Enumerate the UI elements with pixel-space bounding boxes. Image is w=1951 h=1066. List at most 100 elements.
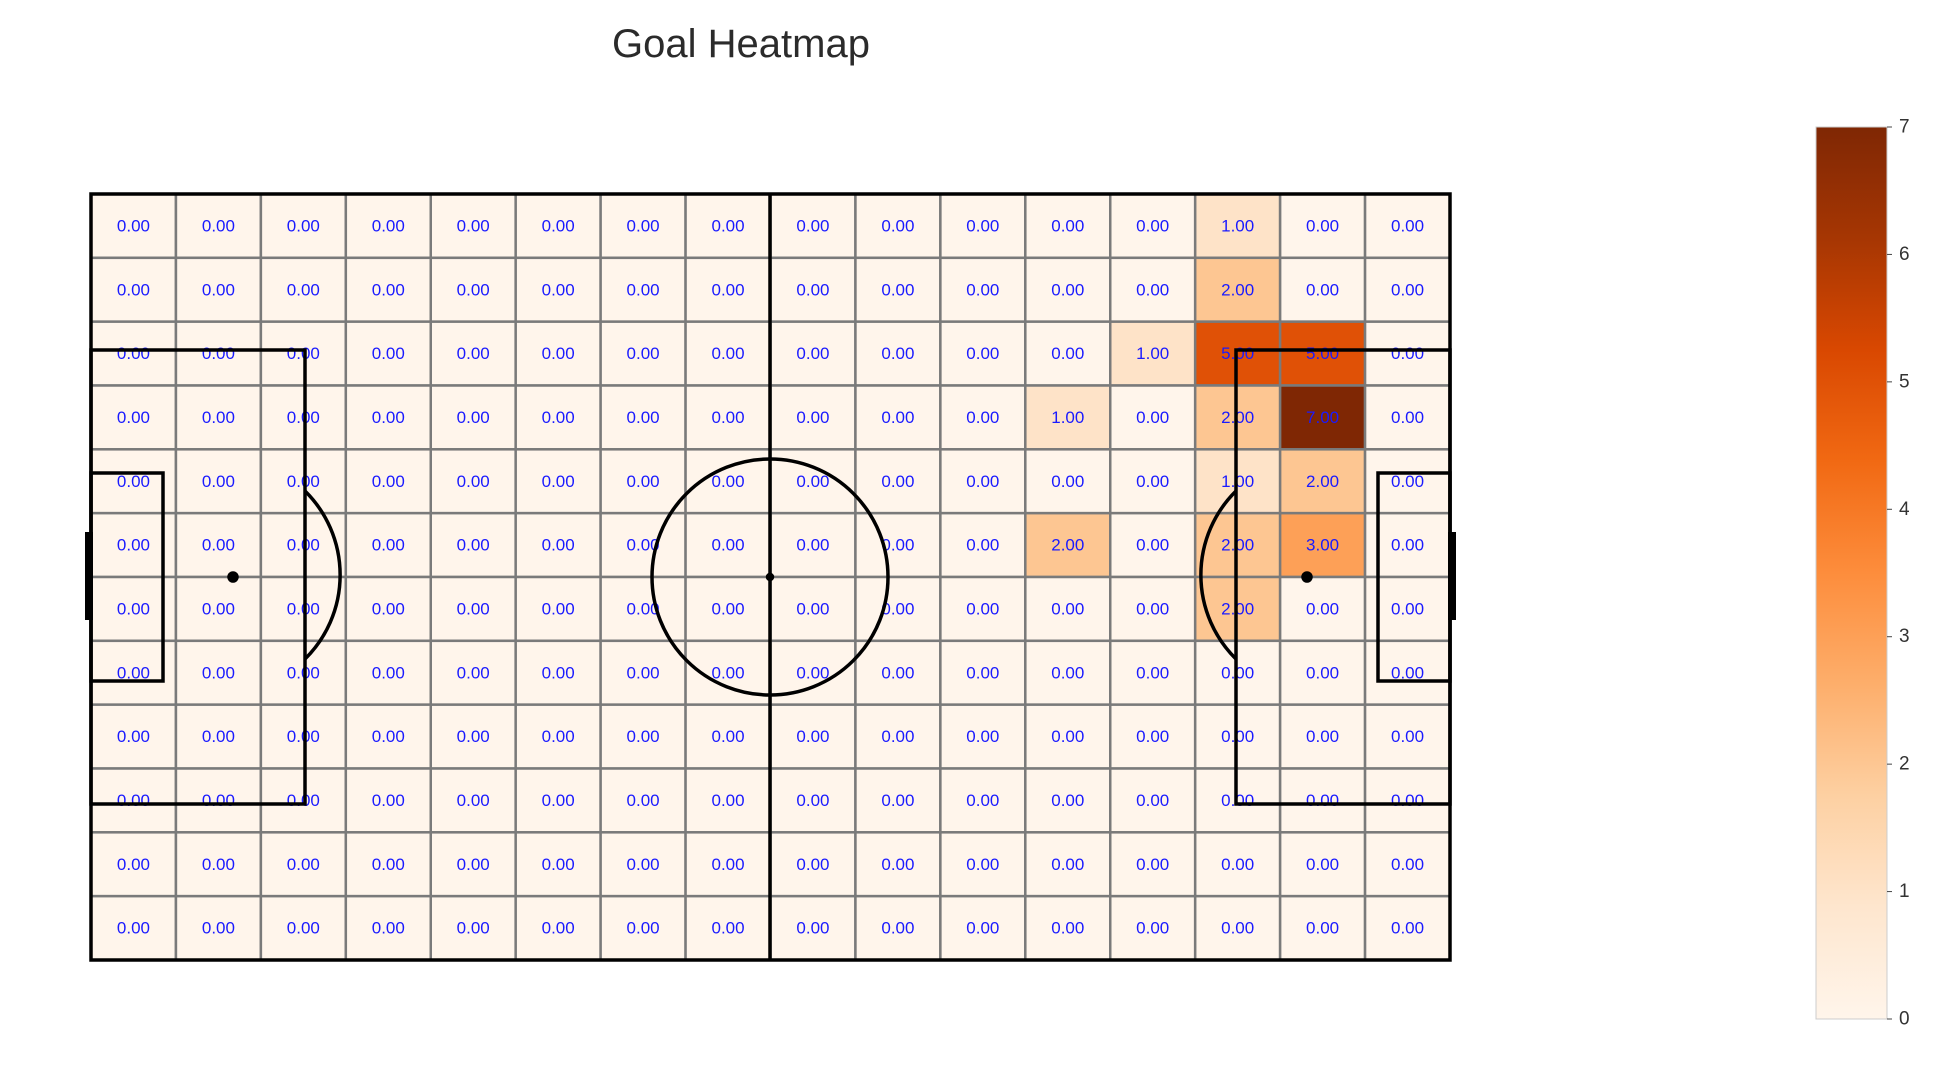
cell-value-label: 0.00 bbox=[966, 727, 999, 746]
heatmap-cell bbox=[1363, 192, 1452, 260]
heatmap-cell bbox=[1278, 831, 1367, 898]
cell-value-label: 0.00 bbox=[372, 216, 405, 235]
heatmap-cell bbox=[769, 894, 857, 962]
cell-value-label: 0.00 bbox=[457, 216, 490, 235]
cell-value-label: 0.00 bbox=[966, 791, 999, 810]
heatmap-cell bbox=[599, 320, 687, 387]
heatmap-cell bbox=[344, 575, 432, 643]
cell-value-label: 0.00 bbox=[1136, 727, 1169, 746]
heatmap-cell bbox=[514, 894, 602, 962]
cell-value-label: 0.00 bbox=[202, 344, 235, 363]
heatmap-cell bbox=[769, 256, 857, 323]
cell-value-label: 0.00 bbox=[1391, 408, 1424, 427]
cell-value-label: 0.00 bbox=[117, 280, 150, 299]
cell-value-label: 0.00 bbox=[457, 472, 490, 491]
heatmap-cell bbox=[1278, 192, 1367, 260]
cell-value-label: 7.00 bbox=[1306, 408, 1339, 427]
cell-value-label: 0.00 bbox=[796, 216, 829, 235]
heatmap-cell bbox=[174, 256, 263, 323]
heatmap-cell bbox=[1024, 384, 1112, 451]
cell-value-label: 2.00 bbox=[1051, 536, 1084, 555]
cell-value-label: 0.00 bbox=[117, 663, 150, 682]
heatmap-cell-labels: 0.00 0.00 0.00 0.00 0.00 0.00 0.00 0.00 0.00 0.00… bbox=[117, 216, 1424, 937]
cell-value-label: 0.00 bbox=[1136, 855, 1169, 874]
cell-value-label: 0.00 bbox=[1051, 472, 1084, 491]
heatmap-cell bbox=[1109, 575, 1197, 643]
heatmap-cell bbox=[684, 384, 772, 451]
colorbar-tick-label: 4 bbox=[1899, 499, 1910, 520]
cell-value-label: 0.00 bbox=[202, 919, 235, 938]
cell-value-label: 0.00 bbox=[1051, 919, 1084, 938]
heatmap-cell bbox=[1278, 703, 1367, 770]
center-spot bbox=[765, 572, 775, 582]
cell-value-label: 0.00 bbox=[711, 599, 744, 618]
cell-value-label: 0.00 bbox=[1136, 216, 1169, 235]
cell-value-label: 0.00 bbox=[372, 855, 405, 874]
heatmap-cell bbox=[89, 192, 178, 260]
colorbar-tick-label: 5 bbox=[1899, 371, 1910, 392]
cell-value-label: 0.00 bbox=[372, 727, 405, 746]
heatmap-cell bbox=[939, 384, 1027, 451]
cell-value-label: 5.00 bbox=[1306, 344, 1339, 363]
cell-value-label: 0.00 bbox=[1391, 663, 1424, 682]
cell-value-label: 0.00 bbox=[796, 536, 829, 555]
cell-value-label: 0.00 bbox=[1051, 727, 1084, 746]
colorbar bbox=[1815, 126, 1888, 1020]
cell-value-label: 2.00 bbox=[1221, 280, 1254, 299]
cell-value-label: 0.00 bbox=[202, 408, 235, 427]
cell-value-label: 0.00 bbox=[117, 536, 150, 555]
heatmap-cell bbox=[1363, 767, 1452, 834]
cell-value-label: 0.00 bbox=[966, 408, 999, 427]
cell-value-label: 0.00 bbox=[457, 536, 490, 555]
cell-value-label: 0.00 bbox=[202, 599, 235, 618]
cell-value-label: 0.00 bbox=[711, 855, 744, 874]
heatmap-cell bbox=[259, 894, 348, 962]
cell-value-label: 0.00 bbox=[542, 280, 575, 299]
heatmap-cell bbox=[1024, 192, 1112, 260]
cell-value-label: 0.00 bbox=[542, 408, 575, 427]
cell-value-label: 0.00 bbox=[966, 216, 999, 235]
cell-value-label: 0.00 bbox=[627, 727, 660, 746]
cell-value-label: 0.00 bbox=[711, 919, 744, 938]
cell-value-label: 0.00 bbox=[117, 855, 150, 874]
cell-value-label: 0.00 bbox=[1306, 216, 1339, 235]
cell-value-label: 0.00 bbox=[542, 599, 575, 618]
heatmap-cell bbox=[1193, 831, 1282, 898]
cell-value-label: 0.00 bbox=[1051, 599, 1084, 618]
cell-value-label: 0.00 bbox=[881, 791, 914, 810]
cell-value-label: 0.00 bbox=[457, 791, 490, 810]
heatmap-cell bbox=[1109, 639, 1197, 706]
cell-value-label: 0.00 bbox=[1051, 663, 1084, 682]
cell-value-label: 0.00 bbox=[117, 919, 150, 938]
heatmap-cell bbox=[769, 320, 857, 387]
left-penalty-spot bbox=[227, 571, 239, 583]
cell-value-label: 0.00 bbox=[542, 663, 575, 682]
cell-value-label: 0.00 bbox=[796, 472, 829, 491]
cell-value-label: 0.00 bbox=[881, 727, 914, 746]
cell-value-label: 1.00 bbox=[1221, 216, 1254, 235]
cell-value-label: 0.00 bbox=[1391, 472, 1424, 491]
cell-value-label: 0.00 bbox=[881, 216, 914, 235]
heatmap-cell bbox=[1109, 894, 1197, 962]
cell-value-label: 0.00 bbox=[1391, 919, 1424, 938]
cell-value-label: 0.00 bbox=[202, 791, 235, 810]
cell-value-label: 0.00 bbox=[627, 855, 660, 874]
cell-value-label: 0.00 bbox=[966, 280, 999, 299]
cell-value-label: 0.00 bbox=[457, 855, 490, 874]
cell-value-label: 0.00 bbox=[202, 472, 235, 491]
cell-value-label: 0.00 bbox=[117, 216, 150, 235]
cell-value-label: 0.00 bbox=[627, 344, 660, 363]
cell-value-label: 0.00 bbox=[1306, 791, 1339, 810]
cell-value-label: 0.00 bbox=[457, 599, 490, 618]
pitch-markings bbox=[85, 192, 1456, 962]
cell-value-label: 0.00 bbox=[202, 280, 235, 299]
cell-value-label: 0.00 bbox=[966, 855, 999, 874]
cell-value-label: 0.00 bbox=[1136, 536, 1169, 555]
heatmap-cell bbox=[599, 256, 687, 323]
heatmap-cell bbox=[259, 192, 348, 260]
cell-value-label: 0.00 bbox=[202, 663, 235, 682]
heatmap-cell bbox=[684, 256, 772, 323]
cell-value-label: 0.00 bbox=[1391, 727, 1424, 746]
center-circle bbox=[650, 457, 890, 697]
cell-value-label: 0.00 bbox=[881, 536, 914, 555]
